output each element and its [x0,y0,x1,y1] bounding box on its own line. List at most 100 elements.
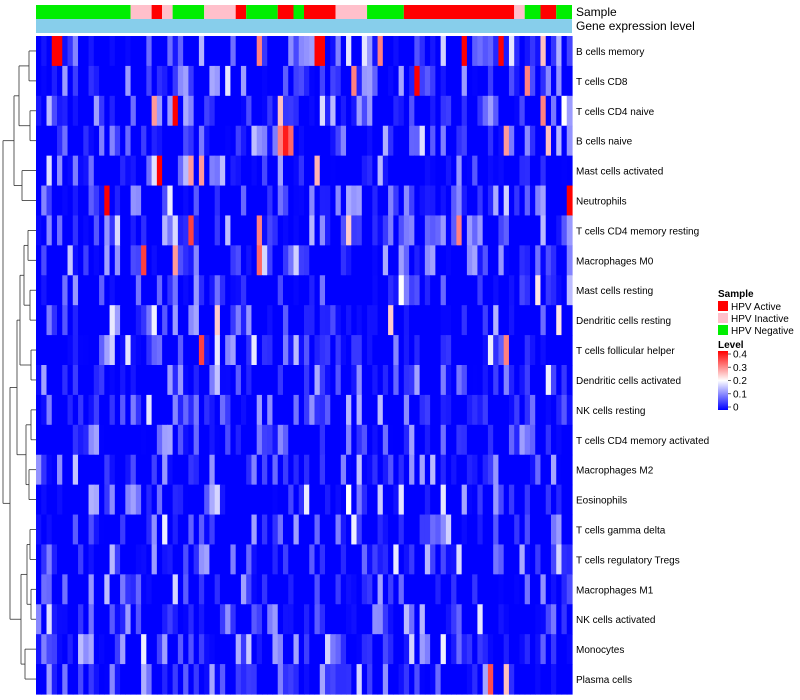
heatmap-cell [367,634,373,665]
heatmap-cell [114,454,121,486]
heatmap-cell [235,544,242,575]
heatmap-cell [141,394,147,426]
heatmap-cell [88,424,95,456]
heatmap-cell [204,664,211,695]
heatmap-cell [472,634,479,665]
heatmap-cell [293,185,300,217]
heatmap-cell [393,275,400,306]
heatmap-cell [508,664,515,695]
heatmap-cell [393,215,400,246]
heatmap-cell [272,484,279,516]
heatmap-cell [93,634,100,665]
heatmap-cell [335,215,342,246]
heatmap-cell [367,215,373,246]
heatmap-cell [556,664,563,695]
heatmap-cell [230,155,237,187]
heatmap-cell [325,125,331,157]
heatmap-cell [335,125,342,157]
heatmap-cell [214,544,221,575]
heatmap-cell [240,185,247,217]
heatmap-cell [193,484,200,516]
heatmap-cell [57,185,63,217]
heatmap-cell [409,125,415,157]
heatmap-cell [298,95,305,127]
heatmap-cell [524,275,531,306]
heatmap-cell [508,95,515,127]
heatmap-cell [99,95,105,127]
heatmap-cell [529,65,536,97]
heatmap-cell [177,335,184,366]
heatmap-cell [125,484,132,516]
heatmap-cell [288,245,295,276]
heatmap-cell [193,365,200,396]
heatmap-cell [167,664,174,695]
heatmap-cell [430,394,436,426]
heatmap-cell [335,185,342,217]
heatmap-cell [356,514,363,546]
heatmap-cell [319,185,326,217]
heatmap-cell [88,95,95,127]
heatmap-cell [493,335,500,366]
heatmap-cell [251,634,258,665]
heatmap-cell [482,604,489,635]
heatmap-cell [314,514,321,546]
heatmap-cell [282,424,289,456]
heatmap-cell [177,365,184,396]
heatmap-cell [519,574,526,605]
heatmap-cell [298,245,305,276]
row-label: Eosinophils [576,496,627,507]
heatmap-cell [472,544,479,575]
heatmap-cell [535,365,542,396]
heatmap-cell [535,95,542,127]
heatmap-cell [251,305,258,336]
heatmap-cell [183,155,189,187]
heatmap-cell [388,125,394,157]
heatmap-cell [114,245,121,276]
heatmap-cell [430,215,436,246]
heatmap-cell [414,544,421,575]
heatmap-cell [146,394,153,426]
heatmap-cell [398,335,405,366]
heatmap-cell [424,65,431,97]
heatmap-cell [346,664,352,695]
heatmap-cell [487,275,494,306]
heatmap-cell [319,514,326,546]
heatmap-cell [445,215,452,246]
heatmap-cell [493,185,500,217]
heatmap-cell [529,275,536,306]
heatmap-cell [246,394,253,426]
heatmap-cell [529,454,536,486]
heatmap-cell [346,245,352,276]
heatmap-cell [151,275,158,306]
heatmap-cell [104,424,111,456]
heatmap-cell [172,664,179,695]
heatmap-cell [403,95,410,127]
heatmap-cell [372,365,379,396]
heatmap-cell [214,514,221,546]
heatmap-cell [382,484,389,516]
heatmap-cell [545,335,552,366]
heatmap-cell [135,95,142,127]
heatmap-cell [172,514,179,546]
heatmap-cell [356,305,363,336]
heatmap-cell [367,604,373,635]
heatmap-cell [198,604,205,635]
heatmap-cell [235,664,242,695]
heatmap-cell [561,664,568,695]
heatmap-cell [288,544,295,575]
heatmap-cell [246,305,253,336]
heatmap-cell [41,484,48,516]
heatmap-cell [540,335,547,366]
heatmap-cell [293,424,300,456]
heatmap-cell [556,544,563,575]
heatmap-cell [314,275,321,306]
heatmap-cell [120,36,126,67]
heatmap-cell [314,544,321,575]
heatmap-cell [493,604,500,635]
heatmap-cell [503,215,510,246]
sample-annotation-segment [204,5,236,19]
heatmap-cell [272,36,279,67]
heatmap-cell [451,664,457,695]
heatmap-cell [409,275,415,306]
heatmap-cell [498,335,505,366]
